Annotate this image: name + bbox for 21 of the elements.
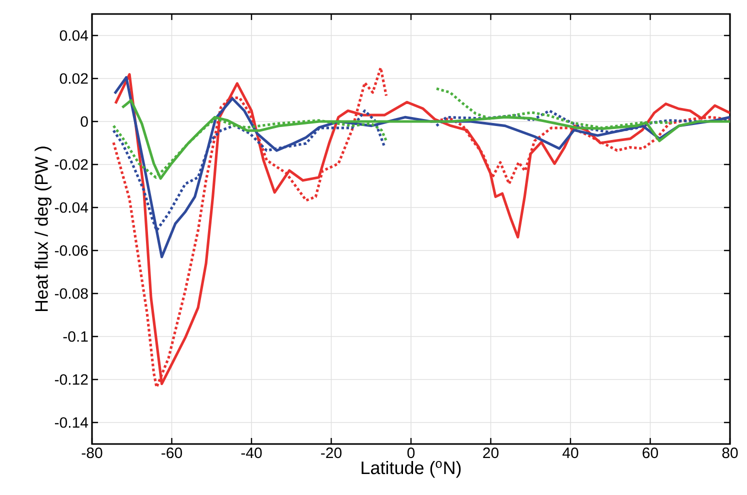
x-tick-label: -40 [241,448,262,458]
y-tick-label: 0 [80,116,88,127]
y-tick-label: 0.02 [60,73,88,84]
y-tick-label: -0.08 [54,288,88,299]
x-tick-label: -20 [321,448,342,458]
x-axis-title: Latitude ($^{o}$N) [362,460,461,478]
x-tick-label: 0 [407,448,415,458]
x-tick-label: 20 [483,448,498,458]
y-axis-title: Heat flux / deg (PW ) [34,146,52,312]
y-tick-label: -0.04 [54,202,88,213]
x-tick-label: 80 [722,448,738,458]
y-tick-label: 0.04 [60,30,88,41]
y-tick-label: -0.06 [54,245,88,256]
y-tick-label: -0.1 [63,331,88,342]
y-tick-label: -0.12 [54,374,88,385]
x-tick-label: -60 [162,448,182,458]
y-tick-label: -0.02 [54,159,88,170]
y-tick-label: -0.14 [54,417,88,428]
x-tick-label: 40 [562,448,578,458]
x-tick-label: 60 [642,448,658,458]
x-tick-label: -80 [82,448,102,458]
